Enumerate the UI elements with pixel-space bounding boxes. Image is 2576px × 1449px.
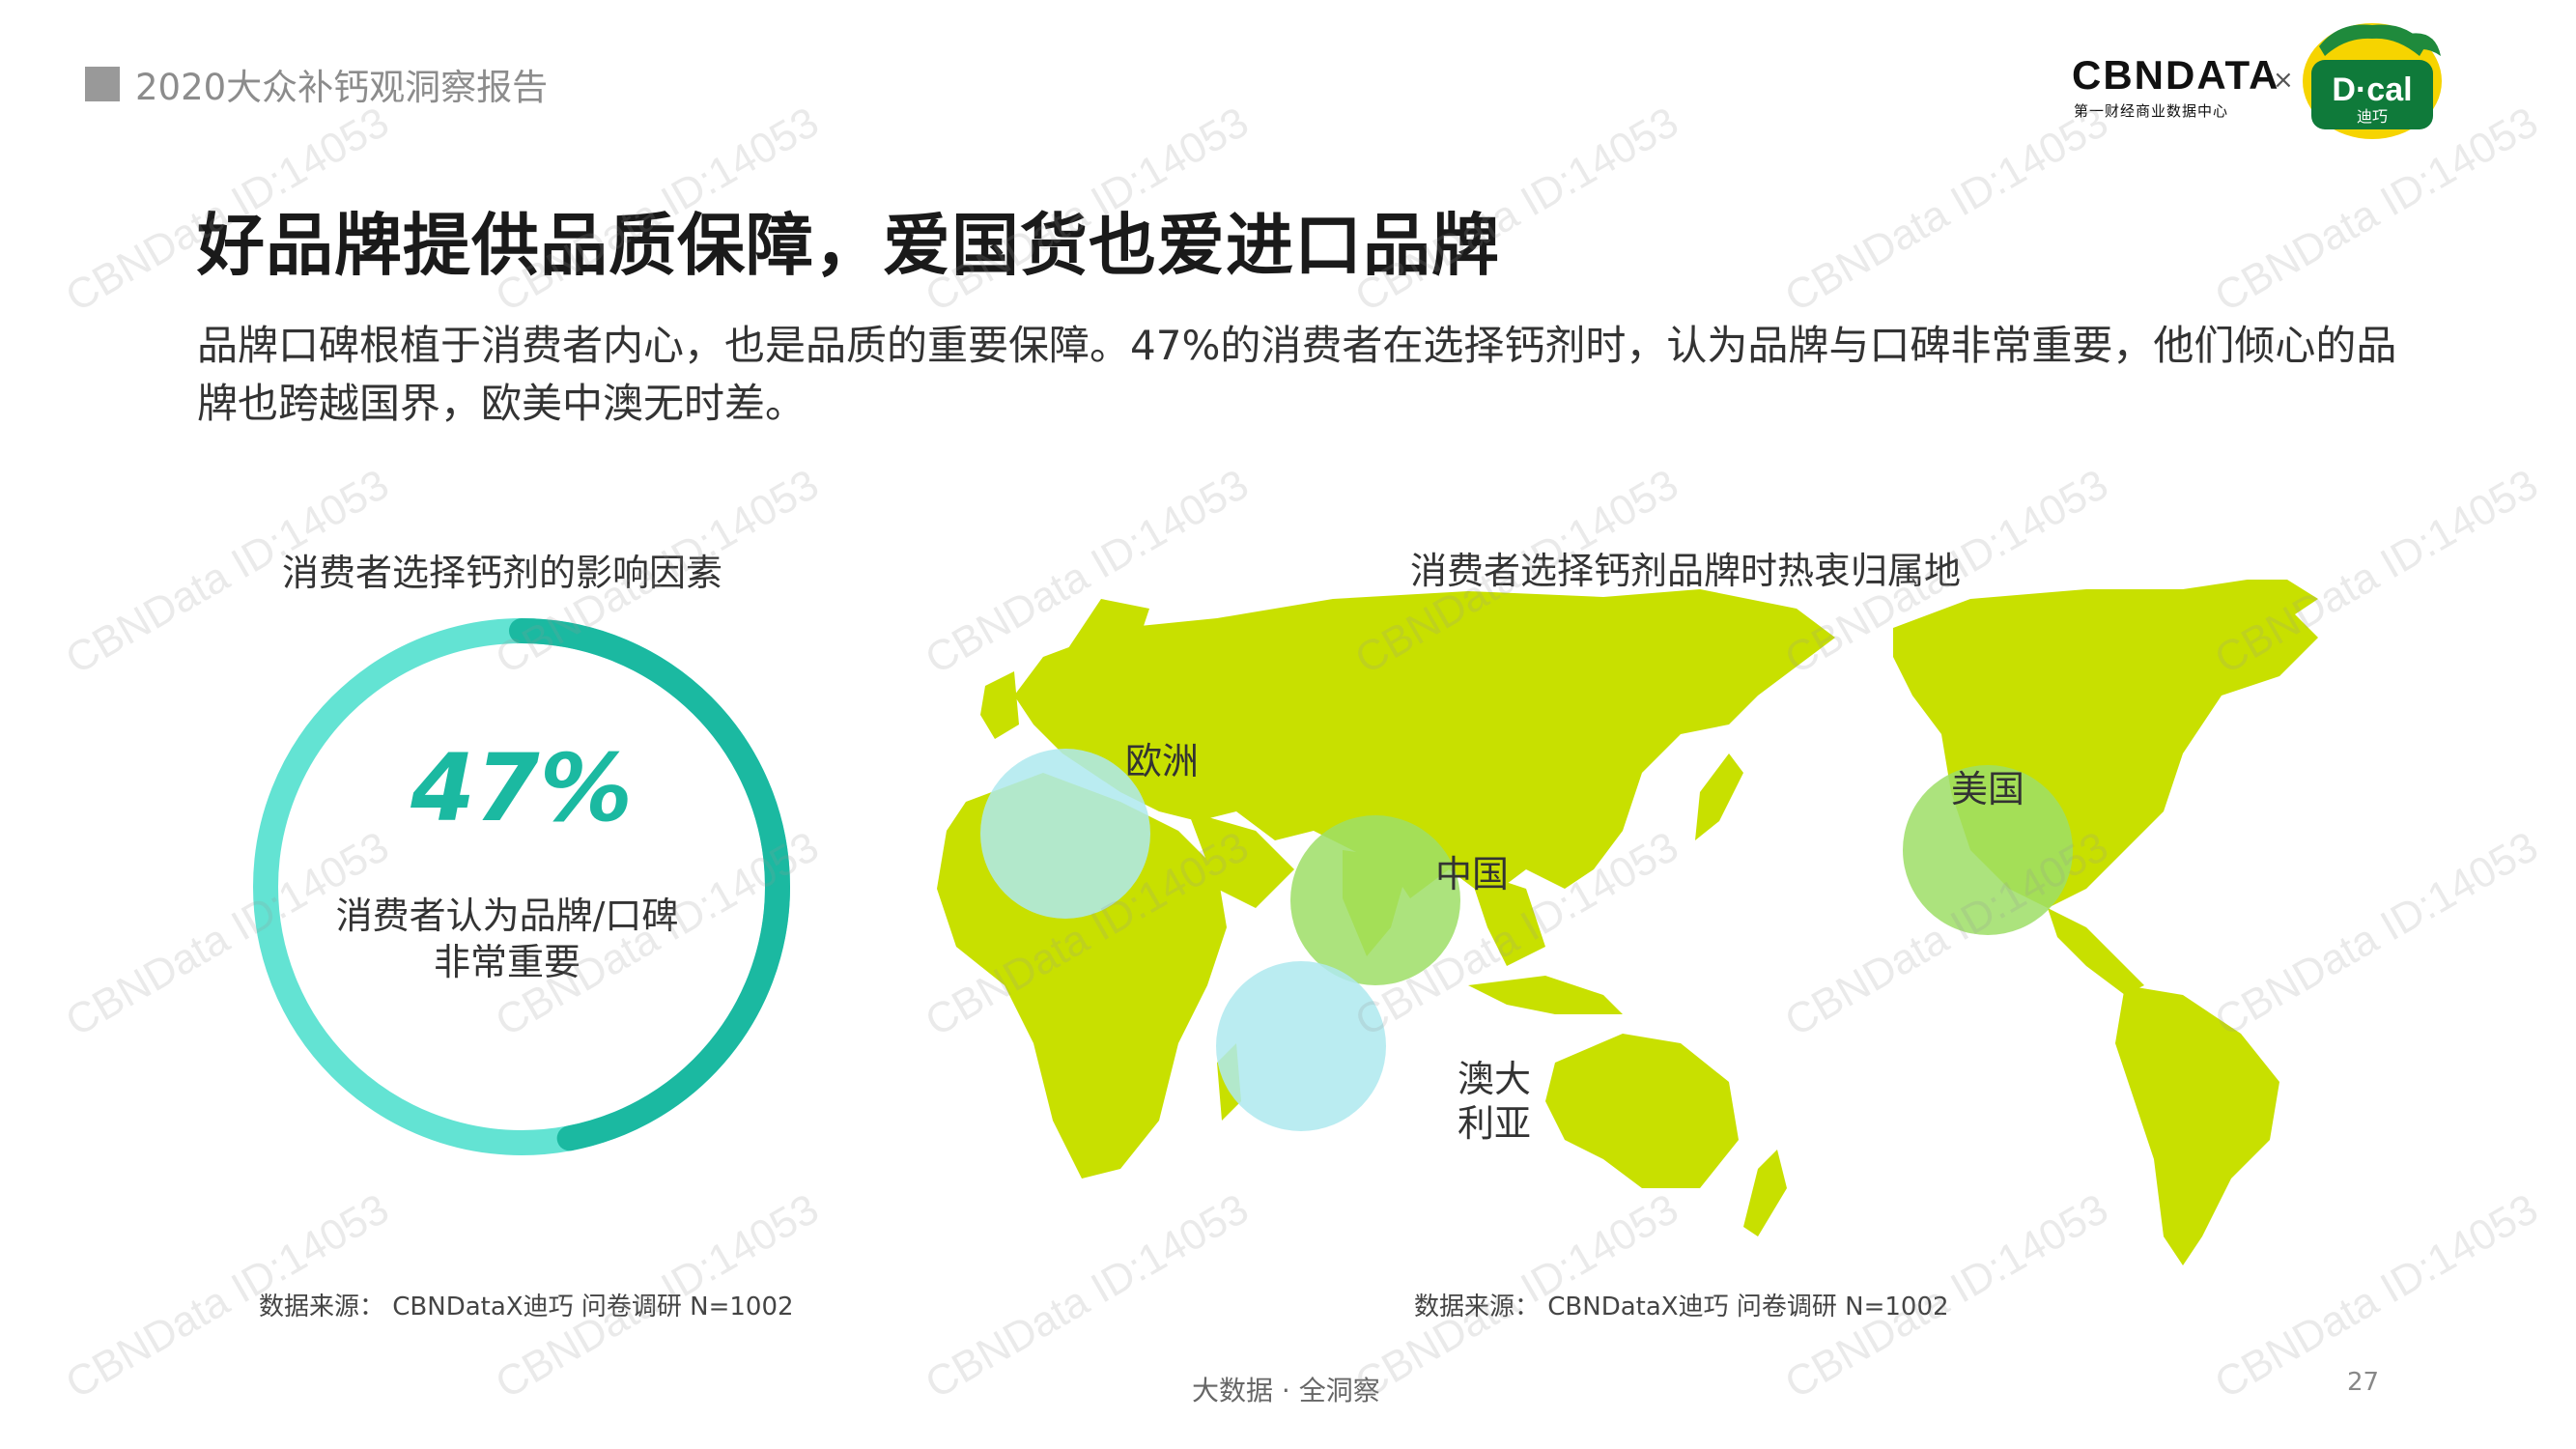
region-label-australia-line1: 澳大	[1457, 1058, 1531, 1100]
donut-chart-subtitle: 消费者选择钙剂的影响因素	[282, 552, 723, 594]
australia-shape	[1545, 1034, 1739, 1188]
region-label-australia: 澳大 利亚	[1446, 1057, 1543, 1146]
japan-shape	[1695, 753, 1743, 840]
map-subtitle: 消费者选择钙剂品牌时热衷归属地	[1410, 550, 1962, 592]
footer-slogan: 大数据 · 全洞察	[1192, 1375, 1380, 1406]
region-label-usa: 美国	[1950, 768, 2024, 810]
donut-value-label: 47%	[410, 734, 633, 842]
donut-value-arc	[509, 618, 790, 1151]
page-title: 好品牌提供品质保障，爱国货也爱进口品牌	[197, 206, 1500, 285]
bubble-china	[1290, 815, 1460, 985]
right-data-source: 数据来源： CBNDataX迪巧 问卷调研 N=1002	[1414, 1293, 1949, 1321]
dcal-logo: D·cal 迪巧	[2303, 23, 2442, 139]
world-map	[937, 580, 2318, 1265]
bubble-usa	[1903, 765, 2073, 935]
south-america-shape	[2115, 985, 2279, 1265]
greenland-shape	[2183, 580, 2318, 638]
donut-description-line2: 非常重要	[433, 941, 580, 983]
indonesia-shape	[1468, 976, 1623, 1014]
dcal-logo-sub: 迪巧	[2357, 107, 2388, 126]
region-label-europe: 欧洲	[1124, 740, 1199, 782]
times-icon: ×	[2273, 66, 2294, 95]
donut-description-line1: 消费者认为品牌/口碑	[335, 895, 679, 937]
eurasia-shape	[1014, 589, 1835, 898]
cbndata-logo: CBNDATA	[2072, 52, 2280, 98]
report-title: 2020大众补钙观洞察报告	[135, 67, 549, 108]
page-number: 27	[2347, 1368, 2380, 1397]
world-landmass	[937, 580, 2318, 1265]
new-zealand-shape	[1743, 1150, 1787, 1236]
report-header: 2020大众补钙观洞察报告	[85, 60, 548, 108]
donut-description: 消费者认为品牌/口碑 非常重要	[241, 893, 773, 985]
british-isles-shape	[980, 671, 1019, 739]
header-square-icon	[85, 67, 120, 101]
donut-chart	[253, 618, 790, 1155]
left-data-source: 数据来源： CBNDataX迪巧 问卷调研 N=1002	[259, 1293, 794, 1321]
southeast-asia-shape	[1468, 869, 1545, 966]
watermark-text: CBNData ID:14053	[1777, 98, 2116, 322]
bubble-europe	[980, 749, 1150, 919]
brand-logos: CBNDATA 第一财经商业数据中心 × D·cal 迪巧	[2072, 17, 2497, 141]
bubble-australia	[1216, 961, 1386, 1131]
dcal-logo-name: D·cal	[2332, 71, 2412, 108]
region-label-china: 中国	[1434, 853, 1509, 895]
central-america-shape	[2048, 908, 2144, 995]
page-description: 品牌口碑根植于消费者内心，也是品质的重要保障。47%的消费者在选择钙剂时，认为品…	[197, 322, 2397, 427]
cbndata-logo-subtitle: 第一财经商业数据中心	[2074, 102, 2229, 120]
scandinavia-shape	[1062, 599, 1149, 686]
region-label-australia-line2: 利亚	[1457, 1102, 1531, 1145]
arabia-shape	[1188, 811, 1294, 908]
